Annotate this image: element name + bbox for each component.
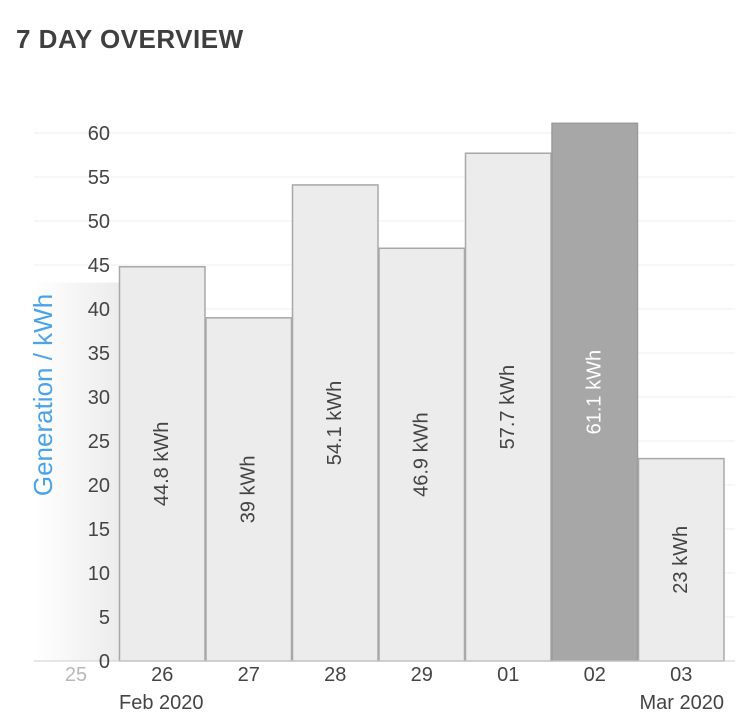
x-tick-label: 03 xyxy=(670,664,692,686)
y-tick-label: 10 xyxy=(88,563,110,585)
y-tick-labels: 0 5 10 15 20 25 30 35 40 45 50 55 60 xyxy=(88,123,110,673)
y-axis-label: Generation / kWh xyxy=(28,294,58,496)
bar-27[interactable] xyxy=(205,317,293,662)
partial-bar xyxy=(34,282,119,661)
x-tick-label: 02 xyxy=(584,664,606,686)
bar-02[interactable] xyxy=(551,122,639,662)
y-tick-label: 5 xyxy=(99,607,110,629)
month-label-feb: Feb 2020 xyxy=(119,692,204,714)
bar-value-label: 54.1 kWh xyxy=(324,381,346,465)
y-tick-label: 15 xyxy=(88,519,110,541)
month-label-mar: Mar 2020 xyxy=(640,692,725,714)
y-tick-label: 55 xyxy=(88,167,110,189)
y-tick-label: 20 xyxy=(88,475,110,497)
y-tick-label: 45 xyxy=(88,255,110,277)
bar-value-label: 23 kWh xyxy=(670,526,692,594)
y-tick-label: 25 xyxy=(88,431,110,453)
x-tick-labels: 25 26 27 28 29 01 02 03 xyxy=(65,664,693,686)
bar-29[interactable] xyxy=(378,247,466,662)
x-tick-label-partial: 25 xyxy=(65,664,87,686)
x-tick-label: 29 xyxy=(411,664,433,686)
bar-value-label: 57.7 kWh xyxy=(497,365,519,449)
y-tick-label: 0 xyxy=(99,651,110,673)
bar-03[interactable] xyxy=(637,457,725,662)
bar-01[interactable] xyxy=(464,152,552,662)
partial-bar-previous xyxy=(34,282,119,661)
y-tick-label: 30 xyxy=(88,387,110,409)
bar-28[interactable] xyxy=(291,184,379,662)
page-title: 7 DAY OVERVIEW xyxy=(16,24,244,54)
y-tick-label: 40 xyxy=(88,299,110,321)
chart-bars xyxy=(118,122,725,662)
x-tick-label: 28 xyxy=(324,664,346,686)
y-tick-label: 50 xyxy=(88,211,110,233)
bar-26[interactable] xyxy=(118,266,206,662)
y-tick-label: 35 xyxy=(88,343,110,365)
x-tick-label: 26 xyxy=(151,664,173,686)
bar-value-label: 61.1 kWh xyxy=(584,350,606,434)
bar-value-labels: 44.8 kWh 39 kWh 54.1 kWh 46.9 kWh 57.7 kWh 61… xyxy=(151,350,692,594)
x-tick-label: 01 xyxy=(497,664,519,686)
x-tick-label: 27 xyxy=(238,664,260,686)
bar-value-label: 46.9 kWh xyxy=(411,412,433,496)
bar-value-label: 39 kWh xyxy=(238,455,260,523)
y-tick-label: 60 xyxy=(88,123,110,145)
bar-value-label: 44.8 kWh xyxy=(151,422,173,506)
